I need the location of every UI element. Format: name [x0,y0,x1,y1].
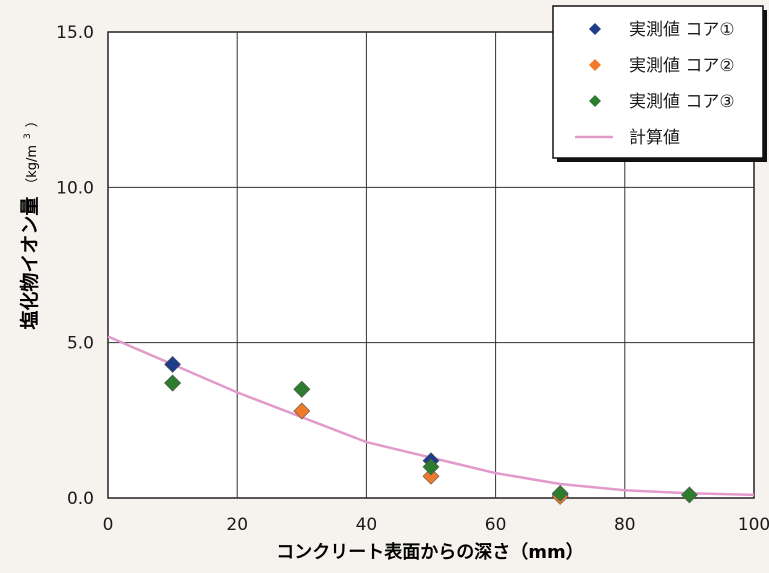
x-tick-label: 20 [226,515,248,535]
legend-marker-swatch [589,23,601,35]
x-tick-label: 60 [485,515,507,535]
y-axis-label-close: ） [25,114,40,127]
y-axis-label-main: 塩化物イオン量 [18,197,41,330]
y-tick-label: 10.0 [56,178,94,198]
data-point-core-3 [551,484,569,502]
legend-label: 実測値 コア① [629,20,735,40]
x-axis-label: コンクリート表面からの深さ（mm） [276,541,584,563]
legend-label: 実測値 コア③ [629,92,735,112]
legend-box [552,5,764,159]
y-tick-label: 5.0 [67,334,94,354]
x-axis-ticks: 0 20 40 60 80 100 [103,515,769,535]
data-point-core-3 [293,380,311,398]
x-tick-label: 40 [356,515,378,535]
x-tick-label: 100 [738,515,769,535]
x-tick-label: 0 [103,515,114,535]
legend-label: 計算値 [629,128,680,148]
y-axis-label: 塩化物イオン量 （kg/m 3 ） [15,114,41,329]
data-point-core-1 [164,355,182,373]
data-point-core-3 [680,486,698,504]
legend-marker-swatch [589,95,601,107]
y-tick-label: 0.0 [67,489,94,509]
data-point-core-2 [293,402,311,420]
data-point-core-3 [164,374,182,392]
legend-label: 実測値 コア② [629,56,735,76]
y-tick-label: 15.0 [56,23,94,43]
y-axis-ticks: 0.0 5.0 10.0 15.0 [56,23,94,509]
y-axis-label-sup: 3 [23,133,33,139]
legend-marker-swatch [589,59,601,71]
legend: 実測値 コア① 実測値 コア② 実測値 コア③ 計算値 [552,5,767,162]
y-axis-label-unit: （kg/m [25,145,40,191]
x-tick-label: 80 [614,515,636,535]
gridlines [108,32,754,498]
data-markers [164,355,698,505]
data-point-core-2 [422,467,440,485]
data-point-core-3 [422,458,440,476]
